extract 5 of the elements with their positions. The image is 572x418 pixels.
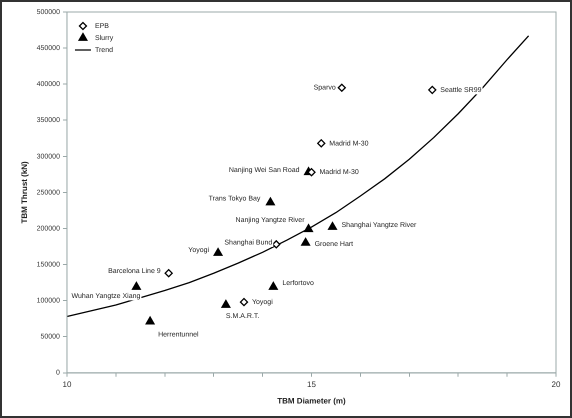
x-tick-label: 20 xyxy=(552,380,561,389)
x-tick-label: 15 xyxy=(307,380,316,389)
y-axis-title: TBM Thrust (kN) xyxy=(20,160,30,224)
x-axis-title: TBM Diameter (m) xyxy=(277,396,346,406)
x-tick-label: 10 xyxy=(62,380,72,389)
